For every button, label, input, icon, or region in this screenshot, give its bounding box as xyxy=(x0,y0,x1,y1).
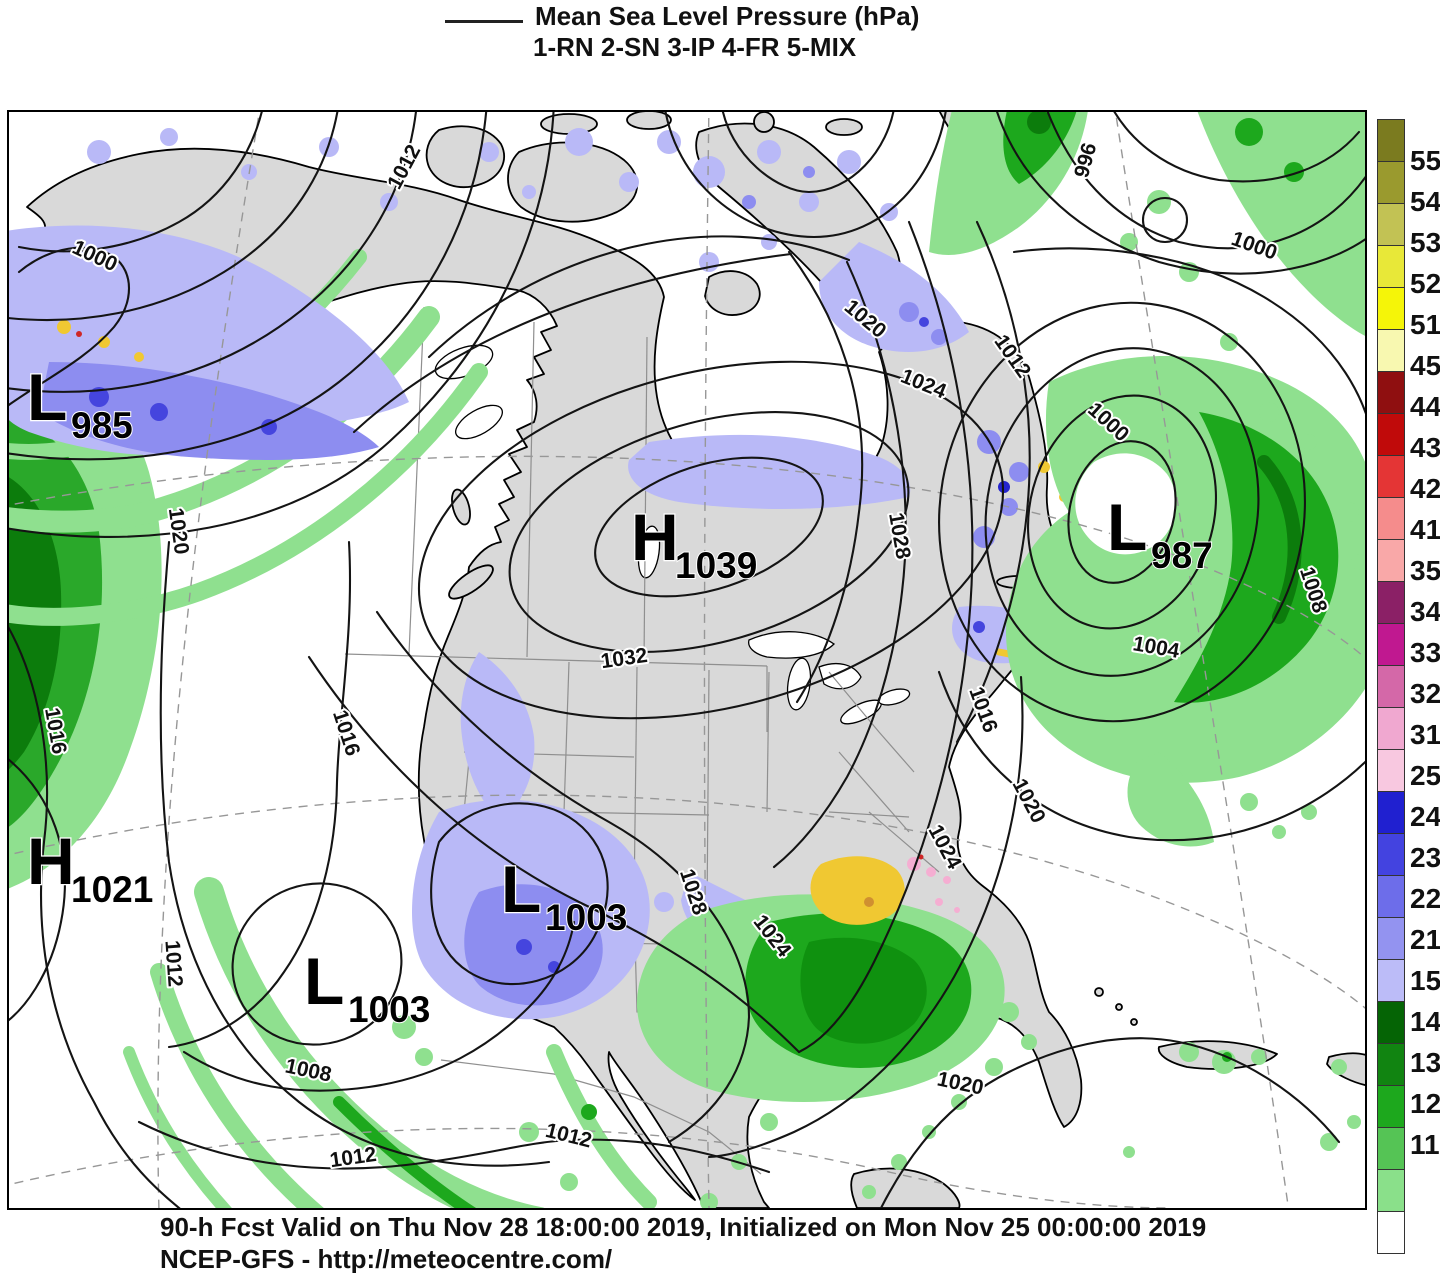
colorbar-segment xyxy=(1377,623,1405,665)
colorbar-segment xyxy=(1377,1211,1405,1254)
colorbar-label: 51 xyxy=(1410,309,1440,340)
pressure-center-value: 1039 xyxy=(675,545,757,586)
colorbar-label: 23 xyxy=(1410,842,1440,873)
colorbar-label: 44 xyxy=(1410,391,1440,422)
colorbar-segment xyxy=(1377,287,1405,329)
colorbar-segment xyxy=(1377,371,1405,413)
colorbar-segment xyxy=(1377,119,1405,161)
isobar-label: 1012 xyxy=(160,939,186,987)
colorbar-segment xyxy=(1377,833,1405,875)
pressure-center-value: 1003 xyxy=(348,989,430,1030)
colorbar-label: 21 xyxy=(1410,924,1440,955)
colorbar-segment xyxy=(1377,875,1405,917)
pressure-center-letter: L xyxy=(1107,490,1147,564)
colorbar-label: 11 xyxy=(1410,1129,1440,1160)
colorbar-label: 41 xyxy=(1410,514,1440,545)
colorbar-segment xyxy=(1377,203,1405,245)
colorbar-segment xyxy=(1377,1085,1405,1127)
colorbar-label: 33 xyxy=(1410,637,1440,668)
colorbar-segment xyxy=(1377,581,1405,623)
pressure-center-letter: L xyxy=(304,944,344,1018)
pressure-center-value: 1003 xyxy=(545,897,627,938)
colorbar-segment xyxy=(1377,1043,1405,1085)
colorbar-label: 12 xyxy=(1410,1088,1440,1119)
pressure-center-letter: H xyxy=(27,824,75,898)
isobars xyxy=(9,112,1365,1208)
colorbar-label: 54 xyxy=(1410,186,1440,217)
colorbar-label: 25 xyxy=(1410,760,1440,791)
colorbar-label: 45 xyxy=(1410,350,1440,381)
colorbar-label: 55 xyxy=(1410,145,1440,176)
colorbar-label: 35 xyxy=(1410,555,1440,586)
colorbar-label: 14 xyxy=(1410,1006,1440,1037)
colorbar-label: 43 xyxy=(1410,432,1440,463)
map-title: Mean Sea Level Pressure (hPa) xyxy=(535,1,920,31)
colorbar-label: 34 xyxy=(1410,596,1440,627)
colorbar-segment xyxy=(1377,329,1405,371)
colorbar-segment xyxy=(1377,749,1405,791)
colorbar-segment xyxy=(1377,1127,1405,1169)
colorbar-label: 42 xyxy=(1410,473,1440,504)
map-canvas: 1012100099610001020101610161012100810121… xyxy=(9,112,1365,1208)
pressure-center-letter: L xyxy=(501,852,541,926)
pressure-center-value: 985 xyxy=(71,405,133,446)
colorbar-segment xyxy=(1377,245,1405,287)
colorbar-label: 53 xyxy=(1410,227,1440,258)
colorbar-segment xyxy=(1377,497,1405,539)
colorbar-label: 13 xyxy=(1410,1047,1440,1078)
colorbar-segment xyxy=(1377,791,1405,833)
pressure-center-letter: L xyxy=(27,360,67,434)
colorbar-segment xyxy=(1377,455,1405,497)
footer-caption: 90-h Fcst Valid on Thu Nov 28 18:00:00 2… xyxy=(160,1211,1206,1273)
colorbar-segment xyxy=(1377,413,1405,455)
colorbar-segment xyxy=(1377,917,1405,959)
colorbar-segment xyxy=(1377,707,1405,749)
colorbar-segment xyxy=(1377,539,1405,581)
forecast-map: 1012 1000 996 1000 1020 1016 1016 1012 1008 1012 1… xyxy=(7,110,1367,1210)
pressure-center-letter: H xyxy=(631,500,679,574)
colorbar-label: 15 xyxy=(1410,965,1440,996)
colorbar-label: 32 xyxy=(1410,678,1440,709)
colorbar-segment xyxy=(1377,1169,1405,1211)
colorbar-segment xyxy=(1377,1001,1405,1043)
valid-time-line: 90-h Fcst Valid on Thu Nov 28 18:00:00 2… xyxy=(160,1212,1207,1242)
colorbar-label: 22 xyxy=(1410,883,1440,914)
isobar-line-sample xyxy=(445,20,523,23)
colorbar-label: 24 xyxy=(1410,801,1440,832)
model-source-line: NCEP-GFS - http://meteocentre.com/ xyxy=(160,1244,613,1273)
pressure-center-value: 987 xyxy=(1151,535,1213,576)
colorbar-label: 52 xyxy=(1410,268,1440,299)
colorbar-segment xyxy=(1377,959,1405,1001)
precip-colorbar xyxy=(1377,119,1405,1254)
colorbar-segment xyxy=(1377,161,1405,203)
graticule xyxy=(9,112,1365,1208)
colorbar-segment xyxy=(1377,665,1405,707)
colorbar-label: 31 xyxy=(1410,719,1440,750)
precip-type-codes: 1-RN 2-SN 3-IP 4-FR 5-MIX xyxy=(533,32,857,62)
pressure-center-value: 1021 xyxy=(71,869,153,910)
